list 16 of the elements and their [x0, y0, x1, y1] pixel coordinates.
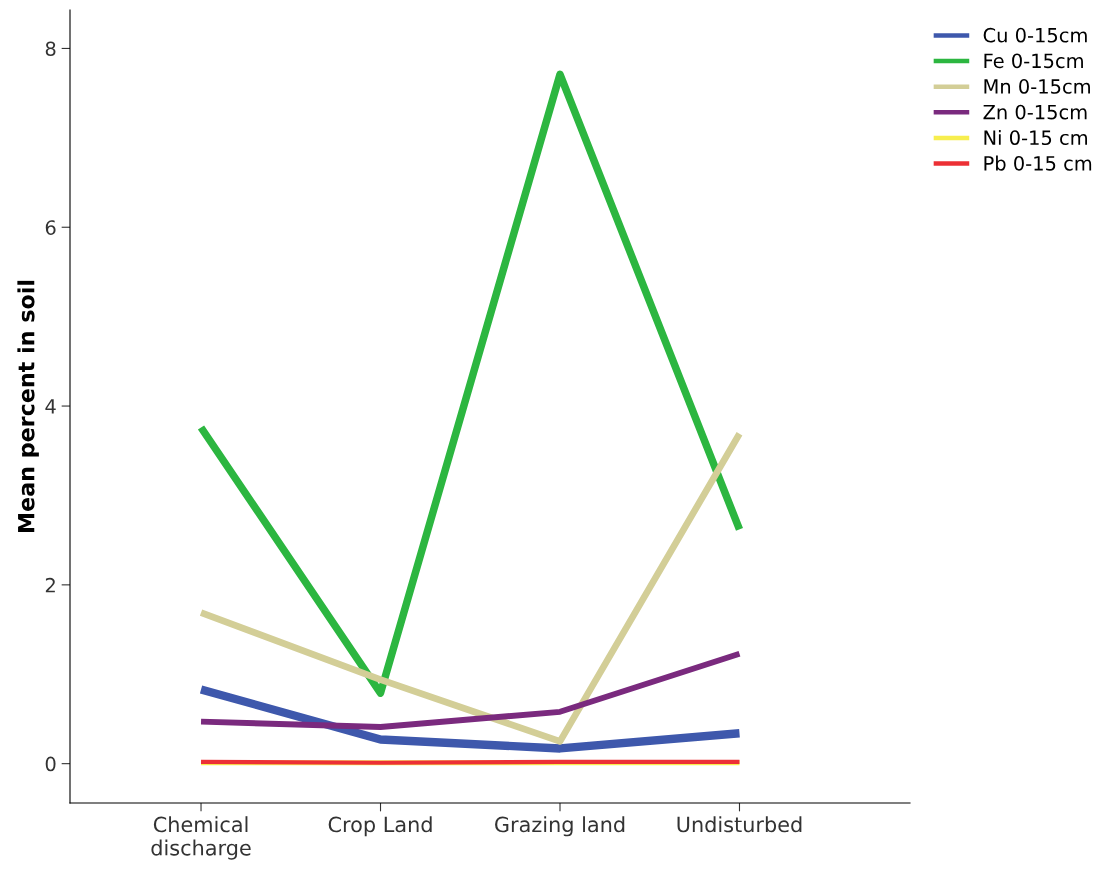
y-axis-title: Mean percent in soil — [17, 280, 39, 532]
x-tick-label: Grazing land — [495, 816, 625, 837]
x-tick-label: Crop Land — [328, 816, 432, 837]
y-tick-label: 2 — [45, 577, 55, 593]
y-tick-label: 6 — [45, 220, 56, 235]
x-tick-label: Chemical discharge — [151, 816, 251, 860]
legend-label: Ni 0-15 cm — [984, 130, 1087, 146]
y-tick-label: 4 — [45, 399, 56, 414]
legend-label: Mn 0-15cm — [984, 79, 1090, 94]
y-tick-label: 0 — [45, 756, 56, 772]
y-tick-label: 8 — [45, 41, 56, 57]
legend-label: Zn 0-15cm — [983, 104, 1087, 120]
legend-label: Cu 0-15cm — [983, 27, 1087, 43]
legend-label: Pb 0-15 cm — [984, 155, 1092, 171]
legend-label: Fe 0-15cm — [984, 53, 1083, 69]
x-tick-label: Undisturbed — [677, 816, 802, 833]
